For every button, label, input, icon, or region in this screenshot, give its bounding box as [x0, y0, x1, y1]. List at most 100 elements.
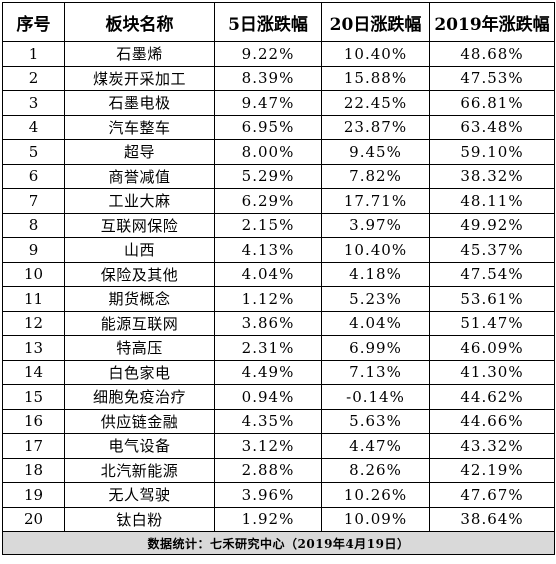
cell-2019-change: 44.66% [429, 408, 555, 434]
cell-5day-change: 0.94% [214, 384, 322, 410]
cell-sector-name: 石墨烯 [64, 41, 215, 67]
cell-5day-change: 3.86% [214, 310, 322, 336]
cell-5day-change: 2.88% [214, 457, 322, 483]
table-row: 20 钛白粉 1.92% 10.09% 38.64% [2, 506, 555, 532]
cell-index: 1 [2, 41, 65, 67]
table-row: 3 石墨电极 9.47% 22.45% 66.81% [2, 90, 555, 116]
cell-2019-change: 38.32% [429, 163, 555, 189]
cell-sector-name: 北汽新能源 [64, 457, 215, 483]
cell-5day-change: 1.12% [214, 286, 322, 312]
table-row: 5 超导 8.00% 9.45% 59.10% [2, 139, 555, 165]
cell-2019-change: 59.10% [429, 139, 555, 165]
cell-20day-change: 7.82% [321, 163, 430, 189]
cell-index: 15 [2, 384, 65, 410]
header-sector-name: 板块名称 [64, 2, 215, 42]
cell-sector-name: 超导 [64, 139, 215, 165]
table-row: 2 煤炭开采加工 8.39% 15.88% 47.53% [2, 65, 555, 91]
sector-performance-table: 序号 板块名称 5日涨跌幅 20日涨跌幅 2019年涨跌幅 1 石墨烯 9.22% 1… [2, 2, 555, 555]
cell-5day-change: 2.15% [214, 212, 322, 238]
cell-2019-change: 46.09% [429, 335, 555, 361]
cell-sector-name: 期货概念 [64, 286, 215, 312]
table-row: 11 期货概念 1.12% 5.23% 53.61% [2, 286, 555, 312]
cell-2019-change: 48.11% [429, 188, 555, 214]
cell-20day-change: 3.97% [321, 212, 430, 238]
cell-2019-change: 63.48% [429, 114, 555, 140]
table-row: 4 汽车整车 6.95% 23.87% 63.48% [2, 114, 555, 140]
cell-20day-change: 22.45% [321, 90, 430, 116]
cell-2019-change: 53.61% [429, 286, 555, 312]
cell-sector-name: 电气设备 [64, 433, 215, 459]
cell-20day-change: 7.13% [321, 359, 430, 385]
table-row: 10 保险及其他 4.04% 4.18% 47.54% [2, 261, 555, 287]
cell-2019-change: 42.19% [429, 457, 555, 483]
cell-20day-change: 5.23% [321, 286, 430, 312]
cell-index: 13 [2, 335, 65, 361]
table-footer-row: 数据统计：七禾研究中心（2019年4月19日） [2, 531, 555, 555]
cell-sector-name: 白色家电 [64, 359, 215, 385]
cell-sector-name: 石墨电极 [64, 90, 215, 116]
header-5day-change: 5日涨跌幅 [214, 2, 322, 42]
cell-sector-name: 供应链金融 [64, 408, 215, 434]
cell-index: 3 [2, 90, 65, 116]
cell-sector-name: 细胞免疫治疗 [64, 384, 215, 410]
cell-5day-change: 5.29% [214, 163, 322, 189]
cell-index: 16 [2, 408, 65, 434]
cell-2019-change: 45.37% [429, 237, 555, 263]
cell-sector-name: 互联网保险 [64, 212, 215, 238]
cell-5day-change: 4.13% [214, 237, 322, 263]
table-row: 12 能源互联网 3.86% 4.04% 51.47% [2, 310, 555, 336]
cell-2019-change: 44.62% [429, 384, 555, 410]
cell-5day-change: 9.22% [214, 41, 322, 67]
cell-20day-change: 10.40% [321, 41, 430, 67]
header-index: 序号 [2, 2, 65, 42]
cell-5day-change: 8.39% [214, 65, 322, 91]
cell-index: 2 [2, 65, 65, 91]
cell-index: 4 [2, 114, 65, 140]
cell-sector-name: 商誉减值 [64, 163, 215, 189]
cell-sector-name: 工业大麻 [64, 188, 215, 214]
table-header-row: 序号 板块名称 5日涨跌幅 20日涨跌幅 2019年涨跌幅 [2, 2, 555, 42]
cell-index: 11 [2, 286, 65, 312]
cell-index: 14 [2, 359, 65, 385]
cell-20day-change: 17.71% [321, 188, 430, 214]
cell-2019-change: 47.54% [429, 261, 555, 287]
cell-5day-change: 6.95% [214, 114, 322, 140]
table-row: 8 互联网保险 2.15% 3.97% 49.92% [2, 212, 555, 238]
cell-2019-change: 51.47% [429, 310, 555, 336]
cell-2019-change: 48.68% [429, 41, 555, 67]
cell-5day-change: 6.29% [214, 188, 322, 214]
table-row: 7 工业大麻 6.29% 17.71% 48.11% [2, 188, 555, 214]
cell-sector-name: 山西 [64, 237, 215, 263]
cell-5day-change: 8.00% [214, 139, 322, 165]
cell-index: 19 [2, 482, 65, 508]
header-20day-change: 20日涨跌幅 [321, 2, 430, 42]
cell-20day-change: 9.45% [321, 139, 430, 165]
cell-sector-name: 无人驾驶 [64, 482, 215, 508]
cell-sector-name: 汽车整车 [64, 114, 215, 140]
cell-2019-change: 47.53% [429, 65, 555, 91]
cell-5day-change: 4.35% [214, 408, 322, 434]
cell-5day-change: 1.92% [214, 506, 322, 532]
table-row: 14 白色家电 4.49% 7.13% 41.30% [2, 359, 555, 385]
cell-20day-change: 23.87% [321, 114, 430, 140]
sector-table-container: 序号 板块名称 5日涨跌幅 20日涨跌幅 2019年涨跌幅 1 石墨烯 9.22% 1… [2, 2, 555, 555]
cell-index: 18 [2, 457, 65, 483]
cell-20day-change: 15.88% [321, 65, 430, 91]
table-row: 15 细胞免疫治疗 0.94% -0.14% 44.62% [2, 384, 555, 410]
cell-sector-name: 保险及其他 [64, 261, 215, 287]
cell-5day-change: 3.12% [214, 433, 322, 459]
cell-5day-change: 4.04% [214, 261, 322, 287]
cell-index: 20 [2, 506, 65, 532]
table-row: 19 无人驾驶 3.96% 10.26% 47.67% [2, 482, 555, 508]
cell-20day-change: 4.04% [321, 310, 430, 336]
cell-2019-change: 41.30% [429, 359, 555, 385]
cell-index: 5 [2, 139, 65, 165]
cell-2019-change: 66.81% [429, 90, 555, 116]
cell-2019-change: 38.64% [429, 506, 555, 532]
cell-2019-change: 43.32% [429, 433, 555, 459]
cell-index: 12 [2, 310, 65, 336]
cell-index: 9 [2, 237, 65, 263]
cell-sector-name: 煤炭开采加工 [64, 65, 215, 91]
cell-5day-change: 3.96% [214, 482, 322, 508]
cell-20day-change: 6.99% [321, 335, 430, 361]
